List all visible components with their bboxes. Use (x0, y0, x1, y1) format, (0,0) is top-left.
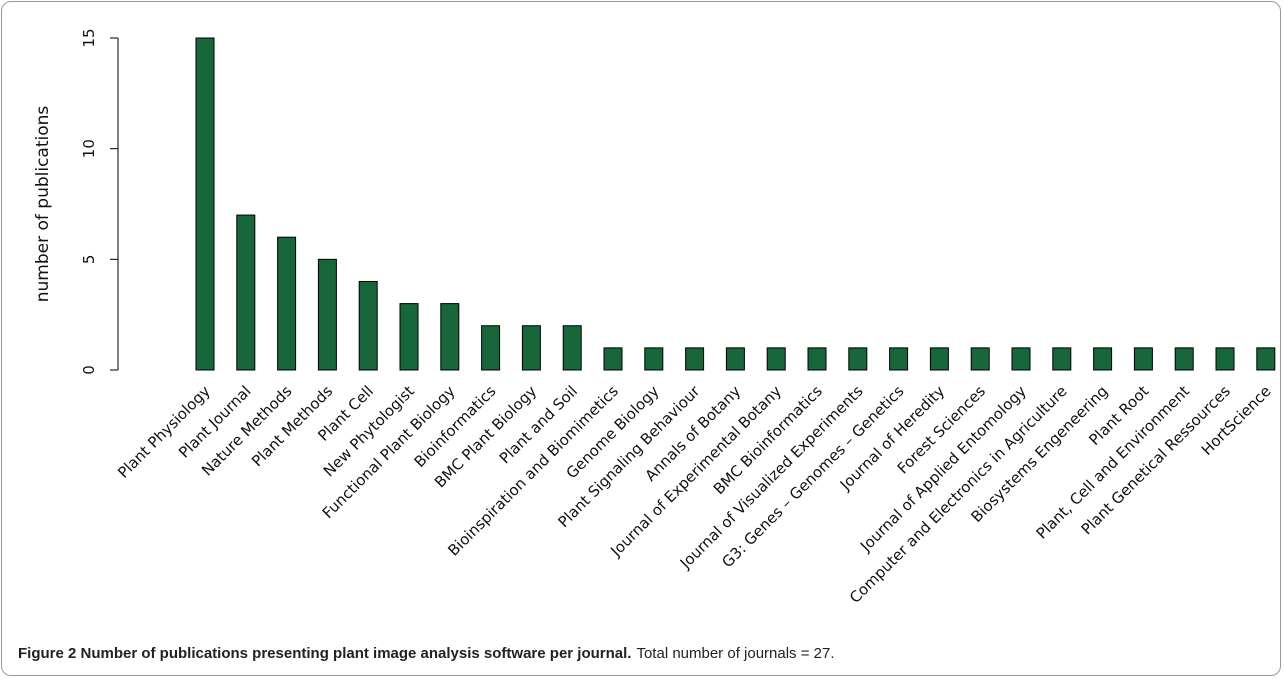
bar (1215, 347, 1235, 371)
bar (236, 214, 256, 371)
bar (1256, 347, 1276, 371)
bar (317, 258, 337, 371)
bar (1093, 347, 1113, 371)
bar (440, 303, 460, 371)
bar (195, 37, 215, 371)
bar (725, 347, 745, 371)
bar (1133, 347, 1153, 371)
bar (766, 347, 786, 371)
bar (603, 347, 623, 371)
bar (1052, 347, 1072, 371)
bar (399, 303, 419, 371)
bar (889, 347, 909, 371)
bar (481, 325, 501, 371)
caption: Figure 2 Number of publications presenti… (18, 645, 835, 662)
y-axis-label: number of publications (33, 106, 53, 303)
bar (1174, 347, 1194, 371)
bar (358, 280, 378, 371)
caption-title: Figure 2 Number of publications presenti… (18, 645, 632, 662)
y-tick-label: 5 (80, 255, 98, 265)
bar (644, 347, 664, 371)
bar (807, 347, 827, 371)
bar (1011, 347, 1031, 371)
bar (277, 236, 297, 371)
bar (685, 347, 705, 371)
y-tick-label: 15 (80, 28, 98, 47)
y-tick-label: 10 (80, 139, 98, 158)
bar (562, 325, 582, 371)
bar (521, 325, 541, 371)
y-tick-label: 0 (80, 365, 98, 375)
caption-text: Total number of journals = 27. (636, 645, 835, 662)
bar (848, 347, 868, 371)
bar (970, 347, 990, 371)
bar (929, 347, 949, 371)
